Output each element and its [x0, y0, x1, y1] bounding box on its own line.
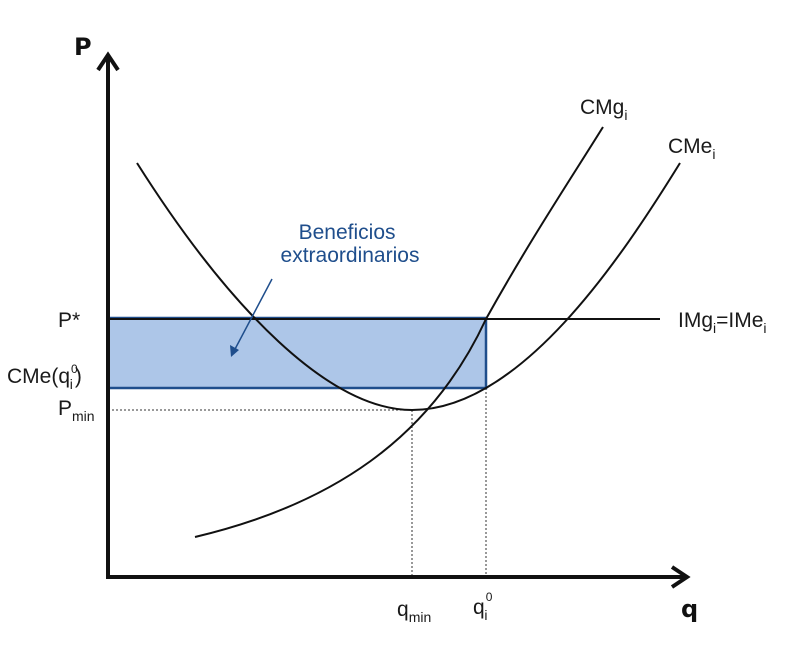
marginal-cost-label: CMgi: [580, 96, 627, 123]
annotation-line-2: extraordinarios: [281, 244, 420, 267]
q-min-label: qmin: [397, 598, 431, 625]
cme-q0-label: CMe(q0 i): [7, 362, 82, 392]
p-star-label: P*: [58, 309, 80, 332]
average-cost-label: CMei: [668, 135, 715, 162]
y-axis-title: P: [74, 33, 92, 61]
y-axis-arrowhead: [96, 51, 120, 72]
annotation-arrowhead: [230, 345, 239, 357]
profit-area: [106, 316, 488, 390]
marginal-revenue-label: IMgi=IMei: [678, 309, 767, 336]
x-axis-title: q: [681, 595, 698, 623]
annotation-arrow-line: [233, 278, 273, 352]
p-min-label: Pmin: [58, 397, 95, 424]
marginal-cost-curve: [194, 126, 604, 538]
annotation-line-1: Beneficios: [299, 221, 396, 244]
q-i0-label: q0 i: [473, 590, 493, 623]
average-cost-curve: [136, 162, 681, 412]
x-axis-arrowhead: [670, 565, 691, 589]
annotation-text: Beneficios extraordinarios: [281, 221, 420, 267]
